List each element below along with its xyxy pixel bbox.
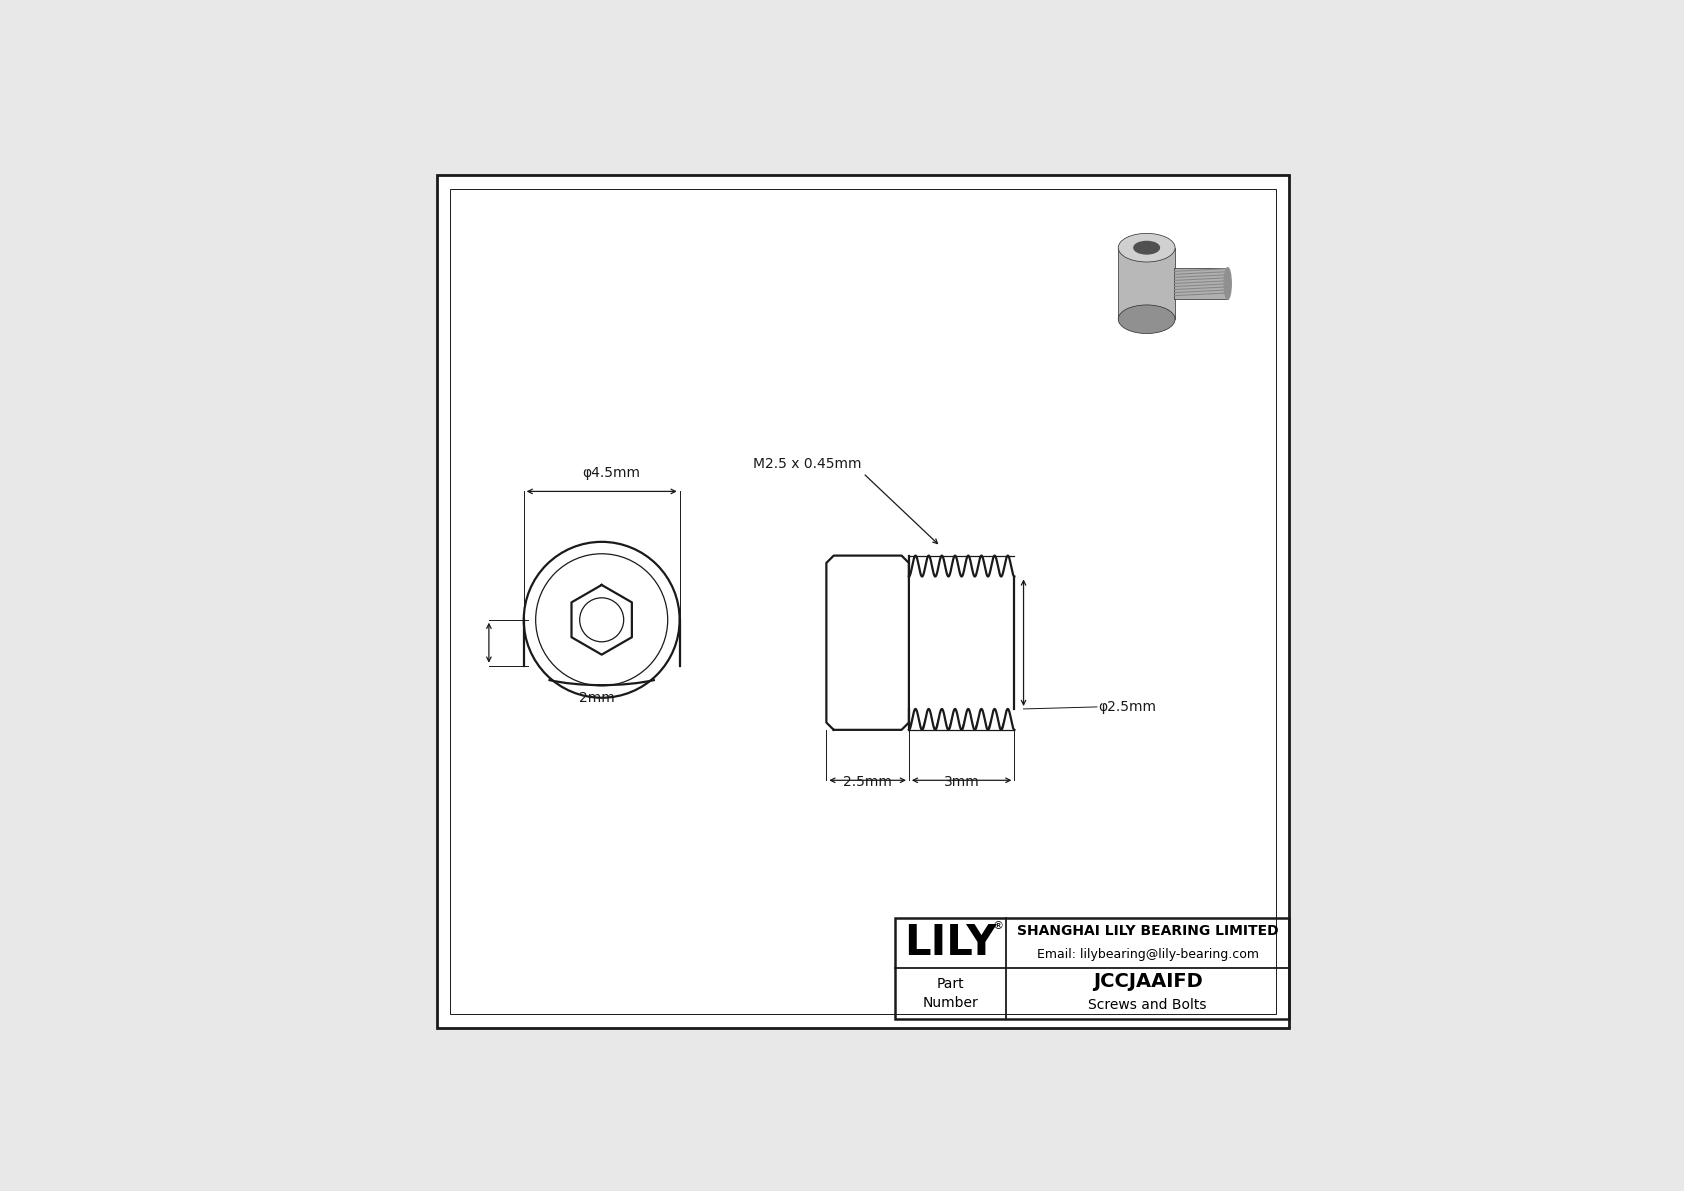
Bar: [896, 918, 1290, 1018]
Text: SHANGHAI LILY BEARING LIMITED: SHANGHAI LILY BEARING LIMITED: [1017, 924, 1278, 939]
Text: Part
Number: Part Number: [923, 977, 978, 1010]
Text: Screws and Bolts: Screws and Bolts: [1088, 998, 1207, 1012]
Text: 3mm: 3mm: [943, 775, 980, 790]
Text: φ4.5mm: φ4.5mm: [583, 467, 640, 480]
Text: 2mm: 2mm: [579, 691, 615, 705]
Text: Email: lilybearing@lily-bearing.com: Email: lilybearing@lily-bearing.com: [1037, 948, 1258, 961]
Text: M2.5 x 0.45mm: M2.5 x 0.45mm: [753, 457, 862, 470]
Text: ®: ®: [992, 922, 1004, 931]
Text: 2.5mm: 2.5mm: [844, 775, 893, 790]
Text: JCCJAAIFD: JCCJAAIFD: [1093, 972, 1202, 991]
Text: φ2.5mm: φ2.5mm: [1098, 700, 1157, 713]
Text: LILY: LILY: [904, 922, 997, 964]
